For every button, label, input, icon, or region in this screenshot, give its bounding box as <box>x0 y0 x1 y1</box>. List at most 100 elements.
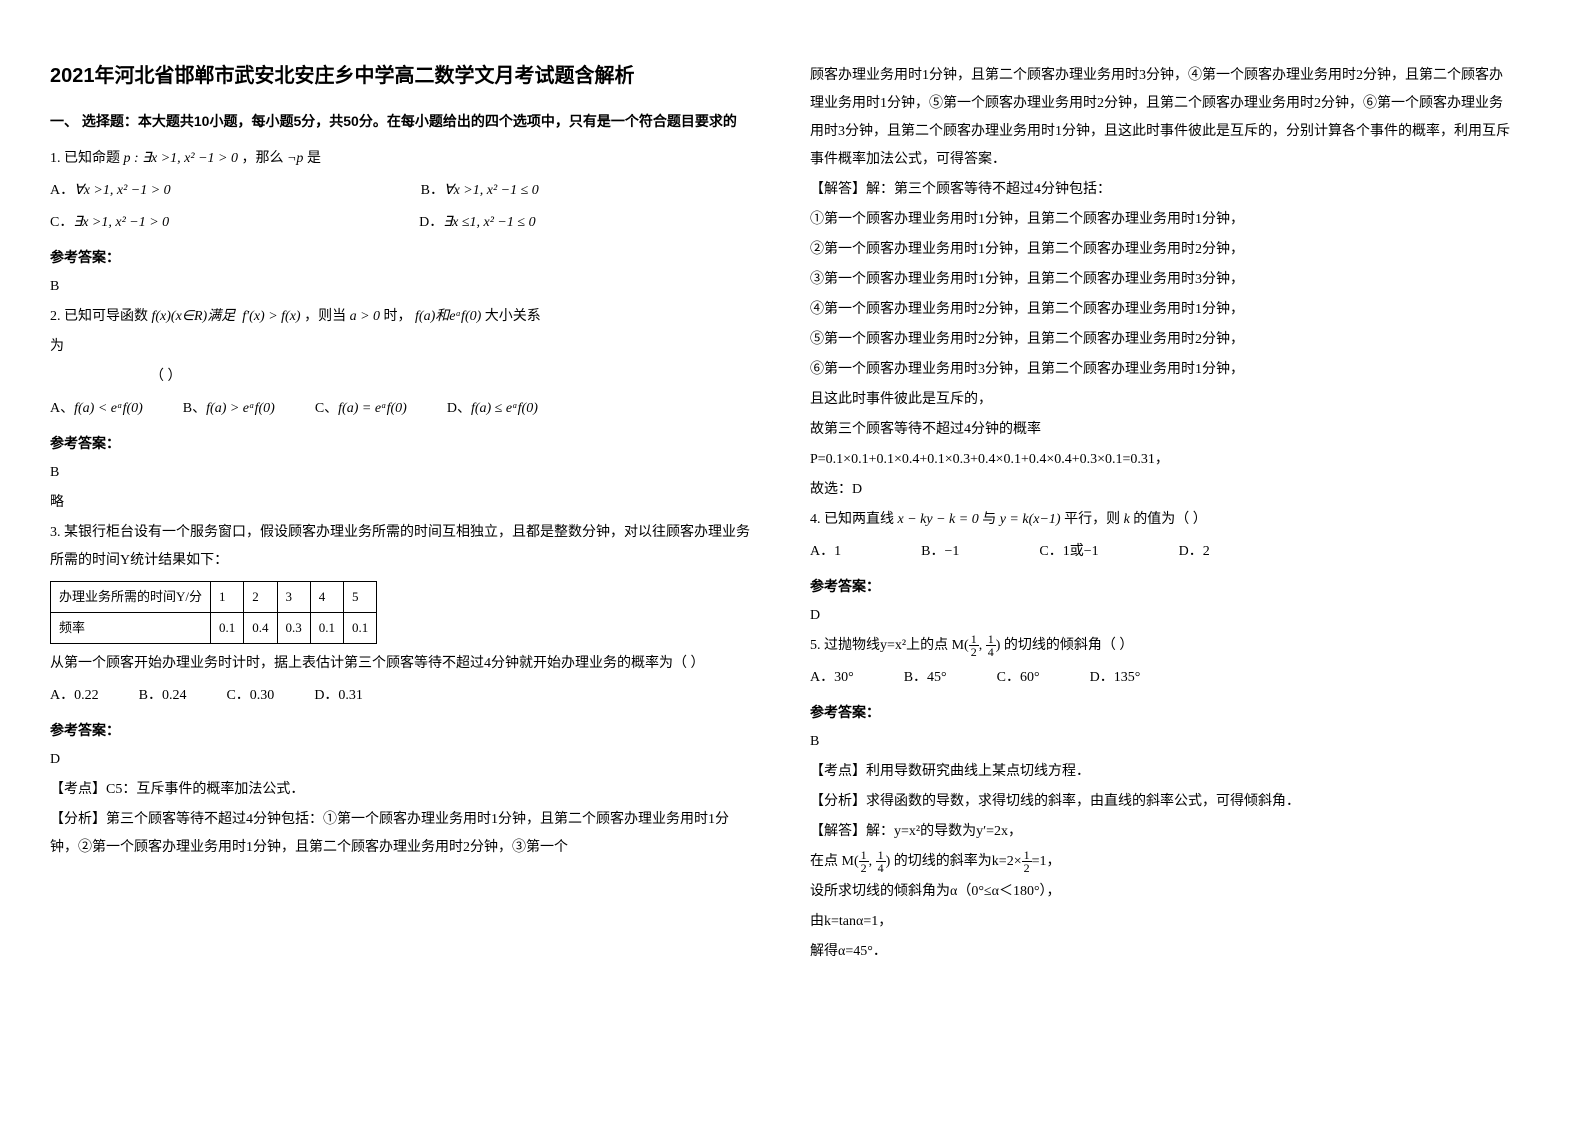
col2-p2: 【解答】解：第三个顾客等待不超过4分钟包括： <box>810 176 1510 204</box>
q5-e4d: =1， <box>1032 854 1061 869</box>
q2-stem-h: 大小关系 <box>485 309 541 324</box>
q4-answer-label: 参考答案： <box>810 572 1510 600</box>
frac-d: 2 <box>859 862 869 874</box>
col2-p1: 顾客办理业务用时1分钟，且第二个顾客办理业务用时3分钟，④第一个顾客办理业务用时… <box>810 62 1510 174</box>
q5-stem: 5. 过抛物线y=x²上的点 M(12, 14) 的切线的倾斜角（ ） <box>810 632 1510 660</box>
q4-opts: A．1 B．−1 C．1或−1 D．2 <box>810 538 1510 566</box>
col2-p5: P=0.1×0.1+0.1×0.4+0.1×0.3+0.4×0.1+0.4×0.… <box>810 446 1510 474</box>
frac-d: 4 <box>986 646 996 658</box>
col2-l4: ④第一个顾客办理业务用时2分钟，且第二个顾客办理业务用时1分钟， <box>810 296 1510 324</box>
frac-d: 2 <box>969 646 979 658</box>
q2-optB: f(a) > eᵃf(0) <box>206 401 275 416</box>
q5-stem-c: 的切线的倾斜角（ ） <box>1004 638 1134 653</box>
q3-th2: 频率 <box>51 613 211 644</box>
page: 2021年河北省邯郸市武安北安庄乡中学高二数学文月考试题含解析 一、 选择题：本… <box>0 0 1587 998</box>
frac-half-2: 12 <box>859 849 869 874</box>
q5-stem-b-pre: M( <box>952 638 969 653</box>
q2-paren: （ ） <box>50 363 750 391</box>
q5-opts: A．30° B．45° C．60° D．135° <box>810 664 1510 692</box>
q4-optC: C．1或−1 <box>1039 538 1098 566</box>
q2-optC: f(a) = eᵃf(0) <box>338 401 407 416</box>
q3-stem1: 3. 某银行柜台设有一个服务窗口，假设顾客办理业务所需的时间互相独立，且都是整数… <box>50 519 750 575</box>
q1-opts-row2: C．∃x >1, x² −1 > 0 D．∃x ≤1, x² −1 ≤ 0 <box>50 209 750 237</box>
right-column: 顾客办理业务用时1分钟，且第二个顾客办理业务用时3分钟，④第一个顾客办理业务用时… <box>810 60 1510 968</box>
q1-stem-c: ，那么 <box>241 151 283 166</box>
q3-c3: 3 <box>277 582 310 613</box>
q3-stem2: 从第一个顾客开始办理业务时计时，据上表估计第三个顾客等待不超过4分钟就开始办理业… <box>50 650 750 678</box>
q3-v3: 0.3 <box>277 613 310 644</box>
q2-stem-g: f(a)和eᵃf(0) <box>415 309 481 324</box>
col2-p4: 故第三个顾客等待不超过4分钟的概率 <box>810 416 1510 444</box>
q3-table: 办理业务所需的时间Y/分 1 2 3 4 5 频率 0.1 0.4 0.3 0.… <box>50 581 377 644</box>
q2-stem-d: ，则当 <box>304 309 346 324</box>
q2-optC-label: C、 <box>315 401 338 416</box>
q1-optD-label: D． <box>419 215 443 230</box>
q4-stem: 4. 已知两直线 x − ky − k = 0 与 y = k(x−1) 平行，… <box>810 506 1510 534</box>
q5-e4a: 在点 <box>810 854 838 869</box>
q5-optC: C．60° <box>997 664 1040 692</box>
q3-v5: 0.1 <box>344 613 377 644</box>
q1-opts-row1: A．∀x >1, x² −1 > 0 B．∀x >1, x² −1 ≤ 0 <box>50 177 750 205</box>
q5-optD: D．135° <box>1090 664 1141 692</box>
section1-heading: 一、 选择题：本大题共10小题，每小题5分，共50分。在每小题给出的四个选项中，… <box>50 107 750 135</box>
q2-extra: 略 <box>50 489 750 517</box>
q1-optA: ∀x >1, x² −1 > 0 <box>74 183 171 198</box>
col2-l5: ⑤第一个顾客办理业务用时2分钟，且第二个顾客办理业务用时2分钟， <box>810 326 1510 354</box>
q4-optA: A．1 <box>810 538 841 566</box>
q3-optB: B．0.24 <box>139 682 187 710</box>
q3-th1: 办理业务所需的时间Y/分 <box>51 582 211 613</box>
q2-opts: A、f(a) < eᵃf(0) B、f(a) > eᵃf(0) C、f(a) =… <box>50 395 750 423</box>
q5-e7: 解得α=45°． <box>810 938 1510 966</box>
col2-l3: ③第一个顾客办理业务用时1分钟，且第二个顾客办理业务用时3分钟， <box>810 266 1510 294</box>
q1-stem-a: 1. 已知命题 <box>50 151 120 166</box>
frac-d: 2 <box>1022 862 1032 874</box>
q3-c2: 2 <box>244 582 277 613</box>
q1-answer: B <box>50 273 750 301</box>
q5-answer-label: 参考答案： <box>810 698 1510 726</box>
q4-stem-g: 的值为（ ） <box>1133 512 1207 527</box>
q4-stem-c: 与 <box>982 512 996 527</box>
frac-half-1: 12 <box>969 633 979 658</box>
col2-l2: ②第一个顾客办理业务用时1分钟，且第二个顾客办理业务用时2分钟， <box>810 236 1510 264</box>
q1-optC: ∃x >1, x² −1 > 0 <box>73 215 169 230</box>
q1-answer-label: 参考答案： <box>50 243 750 271</box>
q1-stem-b: p : ∃x >1, x² −1 > 0 <box>124 151 238 166</box>
q3-exp1: 【考点】C5：互斥事件的概率加法公式． <box>50 776 750 804</box>
col2-p6: 故选：D <box>810 476 1510 504</box>
q2-optA-label: A、 <box>50 401 74 416</box>
frac-quarter-1: 14 <box>986 633 996 658</box>
q3-v4: 0.1 <box>310 613 343 644</box>
q1-stem-e: 是 <box>307 151 321 166</box>
q4-stem-a: 4. 已知两直线 <box>810 512 894 527</box>
q5-optA: A．30° <box>810 664 854 692</box>
q5-e6: 由k=tanα=1， <box>810 908 1510 936</box>
col2-p3: 且这此时事件彼此是互斥的， <box>810 386 1510 414</box>
q5-e4b-pre: M( <box>842 854 859 869</box>
q4-stem-b: x − ky − k = 0 <box>898 512 979 527</box>
q5-e3: 【解答】解：y=x²的导数为y′=2x， <box>810 818 1510 846</box>
q3-answer: D <box>50 746 750 774</box>
q2-stem-c: f′(x) > f(x) <box>242 309 300 324</box>
q5-e4c: 的切线的斜率为k=2× <box>894 854 1022 869</box>
q2-optD-label: D、 <box>447 401 471 416</box>
q4-optD: D．2 <box>1179 538 1210 566</box>
q3-answer-label: 参考答案： <box>50 716 750 744</box>
q5-e1: 【考点】利用导数研究曲线上某点切线方程． <box>810 758 1510 786</box>
frac-quarter-2: 14 <box>876 849 886 874</box>
q5-e5: 设所求切线的倾斜角为α（0°≤α＜180°）， <box>810 878 1510 906</box>
q3-optD: D．0.31 <box>314 682 363 710</box>
q2-stem-e: a > 0 <box>350 309 380 324</box>
q1-optB-label: B． <box>421 183 444 198</box>
q2-answer: B <box>50 459 750 487</box>
q3-c5: 5 <box>344 582 377 613</box>
doc-title: 2021年河北省邯郸市武安北安庄乡中学高二数学文月考试题含解析 <box>50 60 750 92</box>
q3-exp2: 【分析】第三个顾客等待不超过4分钟包括：①第一个顾客办理业务用时1分钟，且第二个… <box>50 806 750 862</box>
q2-stem: 2. 已知可导函数 f(x)(x∈R)满足 f′(x) > f(x) ，则当 a… <box>50 303 750 331</box>
q1-optC-label: C． <box>50 215 73 230</box>
q1-stem: 1. 已知命题 p : ∃x >1, x² −1 > 0 ，那么 ¬p 是 <box>50 145 750 173</box>
frac-d: 4 <box>876 862 886 874</box>
col2-l1: ①第一个顾客办理业务用时1分钟，且第二个顾客办理业务用时1分钟， <box>810 206 1510 234</box>
q4-optB: B．−1 <box>921 538 959 566</box>
q1-stem-d: ¬p <box>287 151 303 166</box>
q3-c1: 1 <box>211 582 244 613</box>
